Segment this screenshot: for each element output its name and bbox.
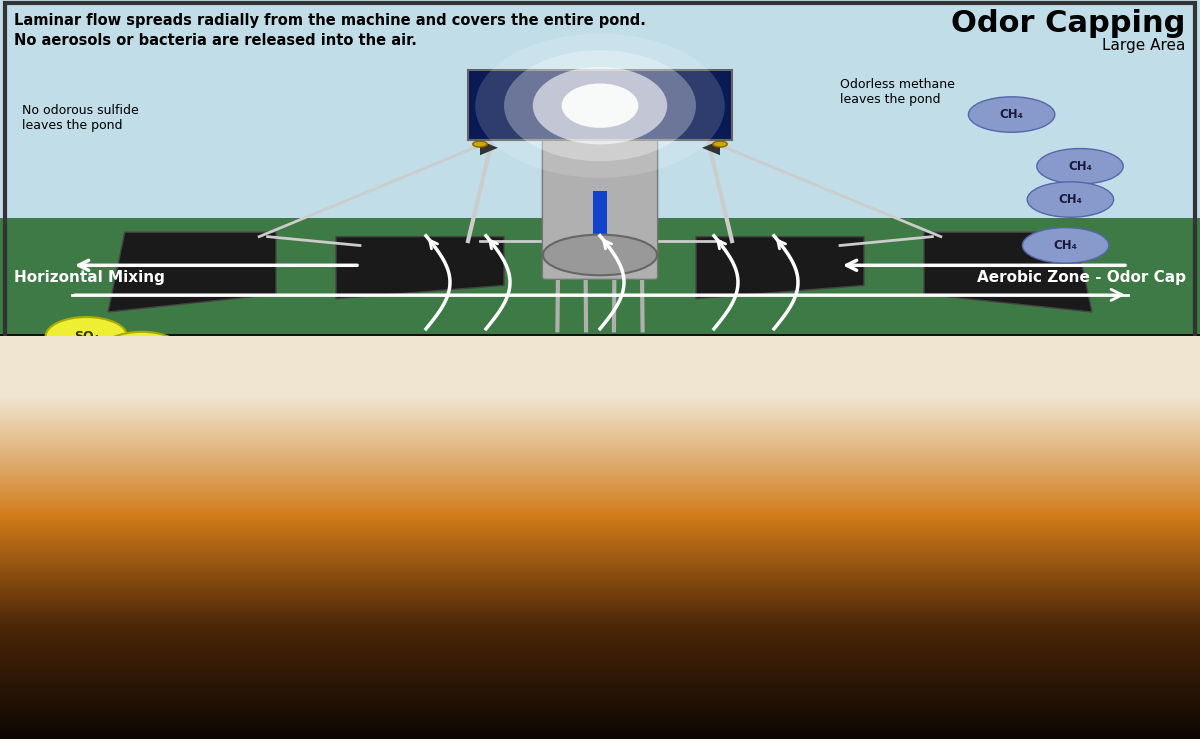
- Bar: [0, 218, 1200, 336]
- Text: HS: HS: [205, 454, 222, 467]
- Text: Odor Capping: Odor Capping: [952, 9, 1186, 38]
- Text: Large Area: Large Area: [1103, 38, 1186, 53]
- Text: they pass through the oxygenated layer: they pass through the oxygenated layer: [264, 463, 598, 477]
- Text: HS: HS: [169, 483, 186, 497]
- FancyBboxPatch shape: [542, 138, 658, 279]
- Ellipse shape: [104, 566, 179, 597]
- Ellipse shape: [473, 141, 487, 147]
- Ellipse shape: [968, 97, 1055, 132]
- Polygon shape: [924, 232, 1092, 312]
- Ellipse shape: [140, 474, 215, 505]
- Ellipse shape: [504, 50, 696, 161]
- Text: HS: HS: [181, 596, 198, 609]
- Ellipse shape: [533, 67, 667, 145]
- Text: CH₄: CH₄: [1042, 564, 1066, 577]
- Ellipse shape: [140, 417, 215, 448]
- Text: in sludge volume, and sludge densification.: in sludge volume, and sludge densificati…: [594, 603, 955, 618]
- Text: to increased anaerobic digestion, reduction: to increased anaerobic digestion, reduct…: [594, 565, 956, 579]
- Text: Aerobic Zone - Odor Cap: Aerobic Zone - Odor Cap: [977, 270, 1186, 285]
- Text: HS: HS: [193, 513, 210, 526]
- Ellipse shape: [176, 445, 251, 476]
- Text: SO₄: SO₄: [130, 344, 154, 358]
- Ellipse shape: [164, 504, 239, 535]
- Polygon shape: [696, 236, 864, 299]
- Text: CH₄: CH₄: [1000, 108, 1024, 121]
- Text: CH₄: CH₄: [1068, 160, 1092, 173]
- Text: Slurry: Slurry: [14, 581, 61, 594]
- Ellipse shape: [475, 33, 725, 177]
- Ellipse shape: [152, 587, 227, 618]
- Ellipse shape: [1037, 149, 1123, 184]
- Ellipse shape: [713, 141, 727, 147]
- Text: CH₄: CH₄: [1042, 481, 1066, 494]
- Ellipse shape: [1018, 392, 1104, 428]
- Text: Constant removal of surface film allows: Constant removal of surface film allows: [594, 488, 923, 503]
- Text: CH₄: CH₄: [1054, 239, 1078, 252]
- Ellipse shape: [46, 317, 127, 355]
- Text: methane to escape the pond easier, leading: methane to escape the pond easier, leadi…: [594, 526, 958, 541]
- Bar: [593, 191, 607, 273]
- Text: and no odors escape the pond.: and no odors escape the pond.: [264, 501, 520, 516]
- Ellipse shape: [101, 332, 182, 370]
- Polygon shape: [108, 232, 276, 312]
- Text: HS: HS: [169, 426, 186, 439]
- Text: No aerosols or bacteria are released into the air.: No aerosols or bacteria are released int…: [14, 33, 418, 48]
- Text: SO₄: SO₄: [74, 330, 98, 343]
- Bar: [0, 0, 1200, 336]
- Ellipse shape: [1010, 470, 1097, 505]
- Polygon shape: [336, 236, 504, 299]
- Ellipse shape: [1010, 553, 1097, 588]
- Text: Horizontal Mixing: Horizontal Mixing: [14, 270, 166, 285]
- Bar: [0, 334, 1200, 346]
- Text: CH₄: CH₄: [1058, 193, 1082, 206]
- Ellipse shape: [1027, 182, 1114, 217]
- Polygon shape: [702, 140, 720, 155]
- Text: HS: HS: [133, 575, 150, 588]
- Ellipse shape: [1010, 636, 1097, 672]
- Ellipse shape: [140, 535, 215, 566]
- Bar: [468, 70, 732, 140]
- Text: No odorous sulfide
leaves the pond: No odorous sulfide leaves the pond: [22, 104, 138, 132]
- Text: CH₄: CH₄: [1049, 403, 1073, 417]
- Text: Anaerobic Zone - Sludge: Anaerobic Zone - Sludge: [18, 701, 240, 715]
- Text: CH₄: CH₄: [1042, 647, 1066, 661]
- Text: Odorless methane
leaves the pond: Odorless methane leaves the pond: [840, 78, 955, 106]
- Text: HS: HS: [193, 403, 210, 417]
- Text: HS: HS: [169, 544, 186, 557]
- Ellipse shape: [1022, 228, 1109, 263]
- Ellipse shape: [164, 395, 239, 426]
- Text: Laminar flow spreads radially from the machine and covers the entire pond.: Laminar flow spreads radially from the m…: [14, 13, 647, 28]
- Polygon shape: [480, 140, 498, 155]
- Text: Sulfides are converted to sulfate (SO₄) as: Sulfides are converted to sulfate (SO₄) …: [264, 424, 608, 439]
- Ellipse shape: [562, 84, 638, 128]
- Ellipse shape: [542, 234, 658, 275]
